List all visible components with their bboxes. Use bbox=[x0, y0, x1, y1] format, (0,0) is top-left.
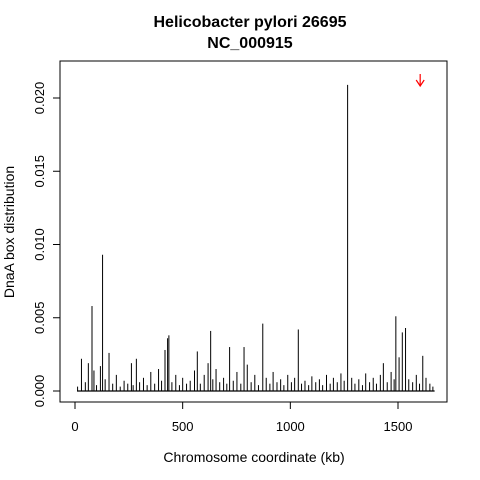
y-tick-label: 0.015 bbox=[32, 155, 47, 188]
y-tick-label: 0.005 bbox=[32, 301, 47, 334]
origin-marker-arrow-icon bbox=[415, 74, 425, 88]
x-tick-label: 1500 bbox=[384, 419, 413, 434]
plot-box bbox=[59, 60, 448, 403]
y-tick-label: 0.020 bbox=[32, 82, 47, 115]
chart-subtitle: NC_000915 bbox=[207, 35, 293, 52]
x-tick-label: 1000 bbox=[276, 419, 305, 434]
y-tick-label: 0.000 bbox=[32, 375, 47, 408]
bar-series bbox=[77, 84, 435, 392]
y-axis-label: DnaA box distribution bbox=[1, 166, 17, 298]
x-tick-label: 0 bbox=[71, 419, 78, 434]
x-axis-label: Chromosome coordinate (kb) bbox=[163, 449, 344, 465]
y-tick-label: 0.010 bbox=[32, 228, 47, 261]
y-axis: 0.000 0.005 0.010 0.015 0.020 bbox=[32, 82, 61, 408]
x-axis: 0 500 1000 1500 bbox=[71, 401, 413, 434]
chart-title: Helicobacter pylori 26695 bbox=[154, 14, 347, 31]
x-tick-label: 500 bbox=[172, 419, 194, 434]
arrow-head bbox=[415, 79, 425, 88]
